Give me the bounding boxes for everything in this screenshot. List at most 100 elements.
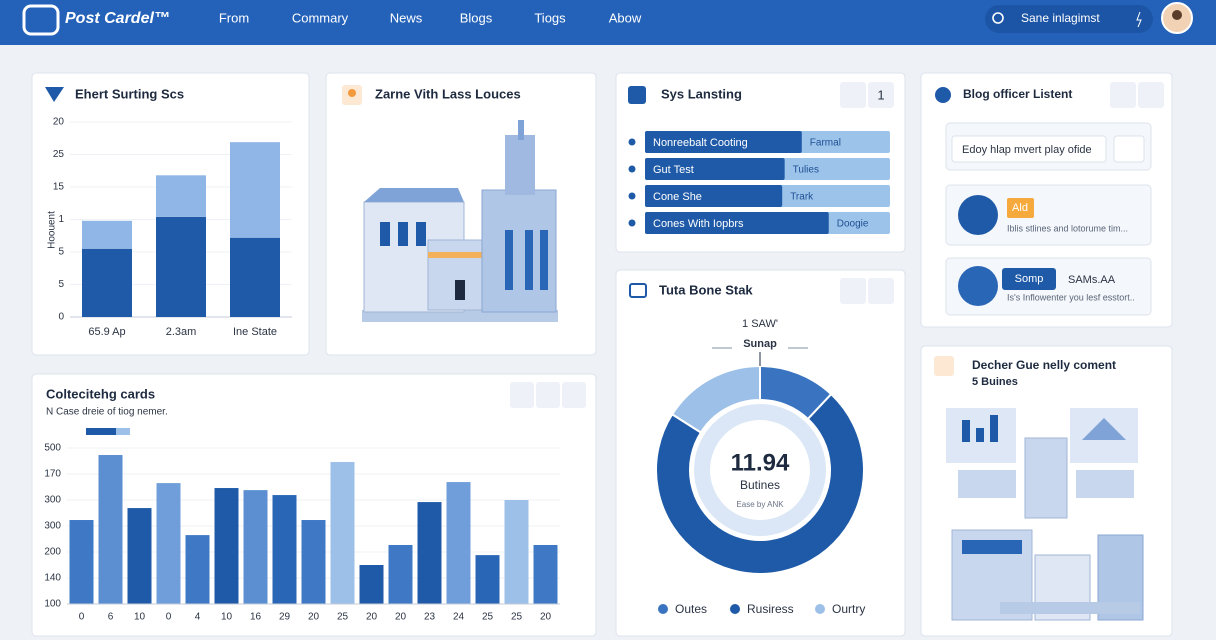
x-tick-label: 23 [424,612,436,623]
progress-tag: Trark [790,192,814,203]
nav-item[interactable]: Tiogs [534,10,566,25]
bar [156,483,181,604]
progress-label: Nonreebalt Cooting [653,137,748,149]
bar [504,500,529,604]
row-dot [628,192,636,200]
icon-button[interactable] [840,278,866,304]
y-tick-label: 300 [44,495,61,506]
icon-button[interactable] [868,278,894,304]
window [416,222,426,246]
x-tick-label: 0 [166,612,172,623]
nav-item[interactable]: Abow [609,10,642,25]
button[interactable] [1002,268,1056,290]
donut-segment [655,392,865,575]
window [962,540,1022,554]
item-text: Iblis stlines and lotorume tim... [1007,223,1128,233]
legend-label: Rusiress [747,602,794,616]
progress-label: Gut Test [653,164,694,176]
bar [214,488,239,604]
search-text[interactable]: Sane inlagimst [1021,11,1100,25]
bolt-icon [1136,11,1142,28]
nav-item[interactable]: Commary [292,10,349,25]
x-tick-label: 10 [221,612,233,623]
bar [98,455,123,604]
legend-dot [730,604,740,614]
nav-item[interactable]: News [390,10,423,25]
y-tick-label: 25 [53,149,65,160]
x-tick-label: 4 [195,612,201,623]
row-dot [628,165,636,173]
y-tick-label: 300 [44,521,61,532]
x-tick-label: 20 [395,612,407,623]
tower [1024,437,1068,519]
badge [1007,198,1034,218]
avatar-head [1172,10,1182,20]
card-icon [935,87,951,103]
text-input[interactable] [951,135,1107,163]
house [1082,418,1126,440]
icon-button[interactable] [1138,82,1164,108]
y-tick-label: 5 [58,279,64,290]
bar-segment [82,220,132,249]
platform [1000,602,1140,614]
x-tick-label: Ine State [233,326,277,338]
card-icon [45,87,64,102]
roof [364,188,464,202]
progress-bar [645,158,785,180]
list-item[interactable] [945,184,1152,246]
center-value: 11.94 [731,449,790,476]
search-box[interactable] [985,5,1153,33]
bar [359,565,384,604]
icon-button[interactable] [1113,135,1145,163]
icon-button[interactable] [868,82,894,108]
tile-bar [962,420,970,442]
donut-center [710,420,810,520]
icon-button[interactable] [536,382,560,408]
x-tick-label: 10 [134,612,146,623]
row-dot [628,138,636,146]
logo[interactable]: Post Cardel™ [65,10,170,27]
spire [505,135,535,195]
card-title: Zarne Vith Lass Louces [375,86,521,101]
bar [330,462,355,604]
icon-button[interactable] [1110,82,1136,108]
nav-item[interactable]: Blogs [460,10,493,25]
door [455,280,465,300]
icon-button[interactable] [840,82,866,108]
badge: 1 [877,87,884,102]
annotation: Sunap [743,338,777,350]
y-axis-label: Hoouent [47,211,58,249]
nav-item[interactable]: From [219,10,249,25]
x-tick-label: 24 [453,612,465,623]
awning [428,252,492,258]
y-tick-label: 1 [58,214,64,225]
annotation: 1 SAW' [742,318,778,330]
search-icon [992,12,1004,24]
progress-label: Cones With Iopbrs [653,218,744,230]
card-title: Coltecitehg cards [46,386,155,401]
y-tick-label: 5 [58,247,64,258]
item-icon [958,266,998,306]
button-text[interactable]: Somp [1015,273,1044,285]
progress-tag: Farmal [810,138,841,149]
card-icon-dot [348,89,356,97]
x-tick-label: 6 [108,612,114,623]
platform [362,310,558,322]
legend-swatch [86,428,116,435]
center-note: Ease by ANK [736,500,784,509]
icon-button[interactable] [510,382,534,408]
icon-button[interactable] [562,382,586,408]
legend-swatch [116,428,130,435]
badge-text: Ald [1012,202,1028,214]
legend-label: Outes [675,602,707,616]
card-subtitle: N Case dreie of tiog nemer. [46,407,168,418]
item-text: Is's Inflowenter you lesf esstort.. [1007,292,1135,302]
bar [301,520,326,604]
input-text[interactable]: Edoy hlap mvert play ofide [962,144,1092,156]
card-title: Sys Lansting [661,86,742,101]
bar [185,535,210,604]
spire-top [518,120,524,140]
y-tick-label: 500 [44,443,61,454]
y-tick-label: 200 [44,547,61,558]
